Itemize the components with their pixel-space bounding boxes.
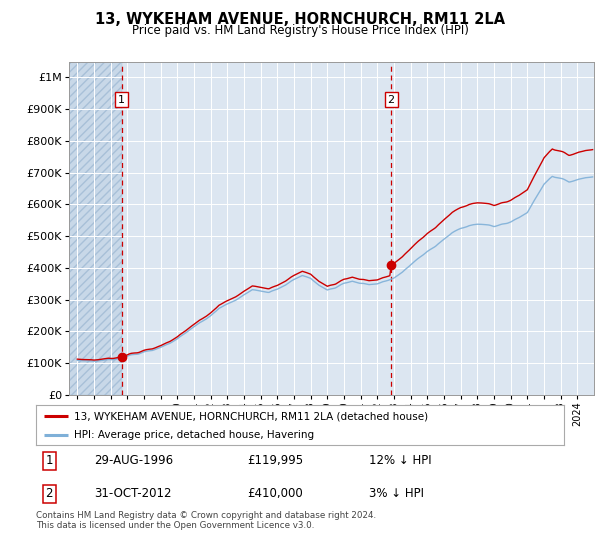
Bar xyxy=(69,62,122,395)
Text: 13, WYKEHAM AVENUE, HORNCHURCH, RM11 2LA: 13, WYKEHAM AVENUE, HORNCHURCH, RM11 2LA xyxy=(95,12,505,27)
Text: 2: 2 xyxy=(388,95,395,105)
Text: Contains HM Land Registry data © Crown copyright and database right 2024.
This d: Contains HM Land Registry data © Crown c… xyxy=(36,511,376,530)
Text: 13, WYKEHAM AVENUE, HORNCHURCH, RM11 2LA (detached house): 13, WYKEHAM AVENUE, HORNCHURCH, RM11 2LA… xyxy=(74,411,428,421)
Text: HPI: Average price, detached house, Havering: HPI: Average price, detached house, Have… xyxy=(74,430,314,440)
Text: Price paid vs. HM Land Registry's House Price Index (HPI): Price paid vs. HM Land Registry's House … xyxy=(131,24,469,37)
Text: 2: 2 xyxy=(46,487,53,501)
Text: 1: 1 xyxy=(46,454,53,468)
Text: 3% ↓ HPI: 3% ↓ HPI xyxy=(368,487,424,501)
Text: 31-OCT-2012: 31-OCT-2012 xyxy=(94,487,172,501)
Text: £410,000: £410,000 xyxy=(247,487,303,501)
Text: 12% ↓ HPI: 12% ↓ HPI xyxy=(368,454,431,468)
Text: £119,995: £119,995 xyxy=(247,454,304,468)
Text: 29-AUG-1996: 29-AUG-1996 xyxy=(94,454,173,468)
Text: 1: 1 xyxy=(118,95,125,105)
